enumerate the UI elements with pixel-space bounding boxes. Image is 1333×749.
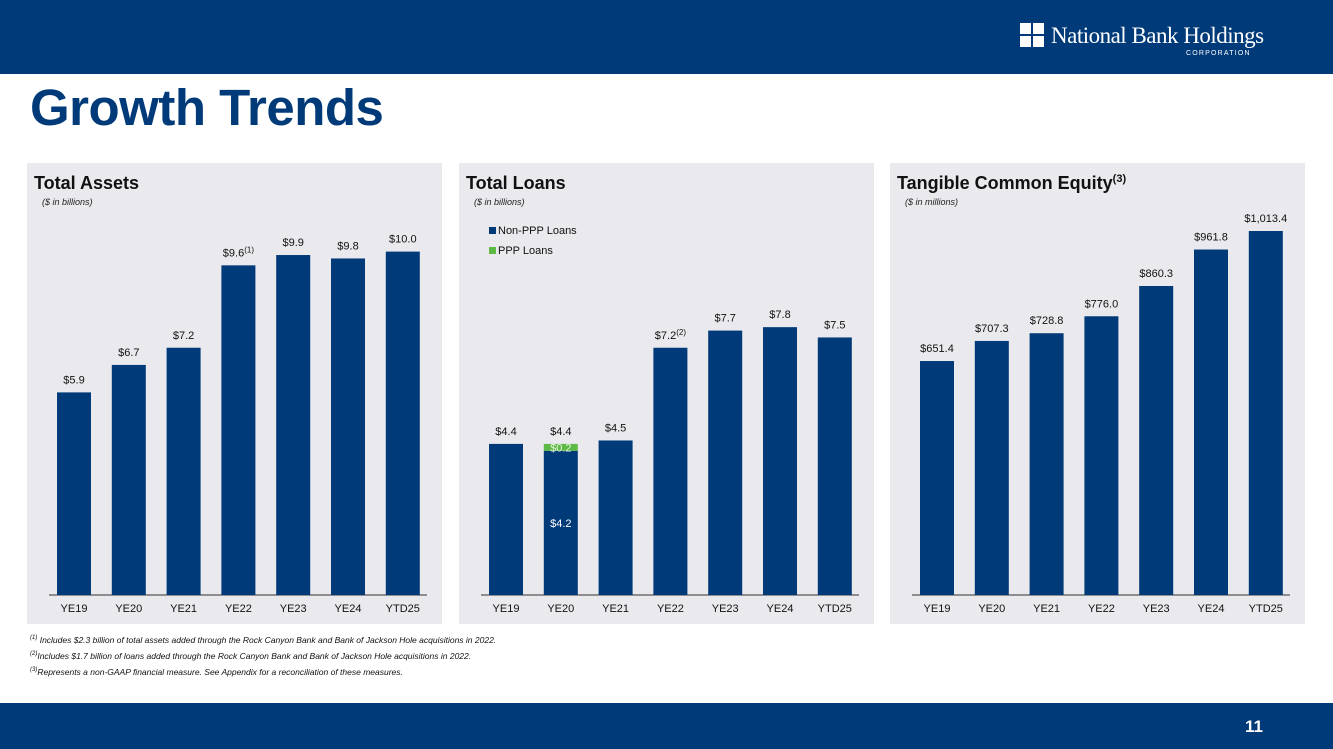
company-logo: National Bank Holdings CORPORATION <box>1020 20 1320 64</box>
x-tick-label: YE23 <box>280 603 307 615</box>
data-label: $651.4 <box>920 343 954 355</box>
bar <box>1029 333 1064 595</box>
data-label: $707.3 <box>975 323 1009 335</box>
total-loans-chart: YE19 YE20 YE21 YE22 YE23 YE24 YTD25 $4.4 $4.2 $0.… <box>481 309 859 615</box>
x-tick-label: YE23 <box>712 603 739 615</box>
bar <box>1139 285 1174 595</box>
x-tick-label: YE23 <box>1143 603 1170 615</box>
total-assets-panel: Total Assets ($ in billions) YE19 YE20 YE2… <box>27 163 442 624</box>
x-tick-label: YE20 <box>978 603 1005 615</box>
footnote-1: (1) Includes $2.3 billion of total asset… <box>30 634 497 645</box>
chart-subtitle: ($ in billions) <box>474 197 525 207</box>
x-tick-label: YTD25 <box>1249 603 1283 615</box>
total-loans-panel: Total Loans ($ in billions) Non-PPP Loan… <box>459 163 874 624</box>
data-label: $7.2 <box>173 330 194 342</box>
data-label: $7.8 <box>769 309 790 321</box>
x-tick-label: YE22 <box>1088 603 1115 615</box>
data-label: $4.5 <box>605 422 626 434</box>
x-tick-label: YE24 <box>767 603 794 615</box>
bar-non-ppp <box>598 440 633 595</box>
bar <box>276 255 311 596</box>
x-tick-label: YE24 <box>335 603 362 615</box>
bar <box>221 265 256 595</box>
bar-non-ppp <box>489 443 523 595</box>
x-tick-label: YE20 <box>115 603 142 615</box>
bar-non-ppp <box>708 330 743 595</box>
bar <box>974 340 1009 595</box>
x-tick-label: YE21 <box>602 603 629 615</box>
tangible-equity-chart: YE19 YE20 YE21 YE22 YE23 YE24 YTD25 $651.4 $707.… <box>912 213 1290 615</box>
data-label: $7.2(2) <box>655 328 687 342</box>
data-label: $776.0 <box>1085 298 1119 310</box>
bar <box>1248 231 1283 595</box>
footnotes: (1) Includes $2.3 billion of total asset… <box>30 631 496 678</box>
data-label: $4.4 <box>495 426 516 438</box>
logo-name: National Bank Holdings <box>1051 23 1264 48</box>
page-number: 11 <box>1245 717 1263 736</box>
page-title: Growth Trends <box>30 79 384 136</box>
chart-subtitle: ($ in millions) <box>905 197 959 207</box>
bar <box>57 392 91 595</box>
bar <box>1084 316 1119 595</box>
chart-title: Total Loans <box>466 173 566 193</box>
x-tick-label: YE19 <box>924 603 951 615</box>
x-tick-label: YE24 <box>1198 603 1225 615</box>
segment-label: $0.2 <box>550 442 571 454</box>
data-label: $6.7 <box>118 347 139 359</box>
data-label: $7.7 <box>714 313 735 325</box>
bar <box>1194 249 1228 595</box>
data-label: $9.8 <box>337 240 358 252</box>
x-tick-label: YE20 <box>547 603 574 615</box>
data-label: $728.8 <box>1030 315 1064 327</box>
x-tick-label: YE21 <box>1033 603 1060 615</box>
bar-non-ppp <box>653 347 688 595</box>
data-label: $7.5 <box>824 319 845 331</box>
bar-non-ppp <box>543 450 578 595</box>
x-tick-label: YE19 <box>493 603 520 615</box>
logo-subtitle: CORPORATION <box>1186 50 1251 57</box>
logo-mark-icon <box>1020 23 1045 48</box>
data-label: $860.3 <box>1139 268 1173 280</box>
bar <box>385 251 420 596</box>
x-tick-label: YE21 <box>170 603 197 615</box>
x-tick-label: YE22 <box>657 603 684 615</box>
bar-ppp <box>543 443 578 451</box>
data-label: $9.6(1) <box>223 245 255 259</box>
tangible-equity-panel: Tangible Common Equity(3) ($ in millions… <box>890 163 1305 624</box>
bar <box>111 364 146 595</box>
legend-item-ppp: PPP Loans <box>489 245 577 265</box>
data-label: $961.8 <box>1194 232 1228 244</box>
chart-title: Tangible Common Equity(3) <box>897 173 1127 193</box>
segment-label: $4.2 <box>550 518 571 530</box>
bar <box>331 258 365 595</box>
footer-bar: 11 <box>0 703 1333 749</box>
footnote-3: (3)Represents a non-GAAP financial measu… <box>30 666 403 677</box>
x-tick-label: YE22 <box>225 603 252 615</box>
data-label: $10.0 <box>389 234 417 246</box>
legend-item-non-ppp: Non-PPP Loans <box>489 225 577 245</box>
total-assets-chart: YE19 YE20 YE21 YE22 YE23 YE24 YTD25 $5.9 $6.7 $7.… <box>49 234 427 615</box>
x-tick-label: YE19 <box>61 603 88 615</box>
bar <box>920 361 954 595</box>
footnote-2: (2)Includes $1.7 billion of loans added … <box>30 650 472 661</box>
bar <box>166 347 201 595</box>
bar-non-ppp <box>817 337 852 595</box>
chart-subtitle: ($ in billions) <box>42 197 93 207</box>
bar-non-ppp <box>763 327 797 595</box>
x-tick-label: YTD25 <box>386 603 420 615</box>
chart-title: Total Assets <box>34 173 140 193</box>
data-label: $5.9 <box>63 374 84 386</box>
data-label: $4.4 <box>550 426 571 438</box>
title-footnote-mark: (3) <box>1112 173 1127 185</box>
header-bar: National Bank Holdings CORPORATION <box>0 0 1333 74</box>
x-tick-label: YTD25 <box>818 603 852 615</box>
chart-legend: Non-PPP Loans PPP Loans <box>489 225 577 265</box>
data-label: $9.9 <box>282 237 303 249</box>
data-label: $1,013.4 <box>1244 213 1287 225</box>
